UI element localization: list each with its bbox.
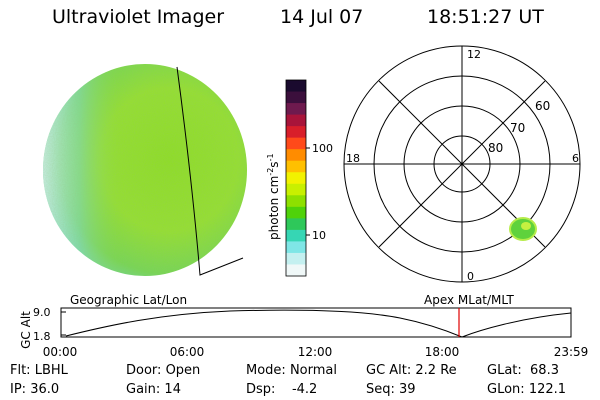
observation-date: 14 Jul 07 (280, 6, 364, 28)
observation-time: 18:51:27 UT (427, 6, 544, 28)
meta-seq: Seq: 39 (366, 382, 416, 397)
timeline-panel: Geographic Lat/Lon Apex MLat/MLT GC Alt … (19, 293, 588, 359)
colorbar-cell (286, 218, 306, 231)
colorbar-cell (286, 126, 306, 139)
colorbar: 100 10 photon cm-2s-1 (266, 79, 333, 277)
colorbar-cell (286, 91, 306, 104)
colorbar-cell (286, 252, 306, 265)
mlat-label-70: 70 (510, 121, 525, 135)
timeline-x-tick-4: 23:59 (554, 345, 589, 359)
mlat-label-60: 60 (535, 99, 550, 113)
terminator-line (176, 66, 244, 276)
meta-ip: IP: 36.0 (10, 382, 60, 397)
polar-plot (343, 45, 581, 283)
meta-dsp: Dsp: -4.2 (246, 382, 318, 397)
timeline-left-title: Geographic Lat/Lon (70, 293, 187, 307)
timeline-y-tick-bottom: 1.8 (33, 330, 51, 343)
imager-title: Ultraviolet Imager (52, 6, 225, 28)
colorbar-cell (286, 149, 306, 162)
mlat-label-80: 80 (488, 141, 503, 155)
timeline-y-tick-top: 9.0 (33, 306, 51, 319)
meta-mode: Mode: Normal (246, 363, 337, 378)
colorbar-cell (286, 195, 306, 208)
mlt-label-0: 0 (467, 270, 474, 283)
timeline-x-tick-3: 18:00 (425, 345, 460, 359)
mlt-label-12: 12 (467, 48, 481, 61)
colorbar-cell (286, 103, 306, 116)
colorbar-cell (286, 229, 306, 242)
colorbar-cell (286, 160, 306, 173)
meta-gcalt: GC Alt: 2.2 Re (366, 363, 457, 378)
mlt-label-18: 18 (346, 152, 360, 165)
colorbar-unit-label: photon cm-2s-1 (266, 153, 281, 240)
altitude-curve (65, 309, 572, 338)
earth-image (43, 64, 247, 276)
timeline-right-title: Apex MLat/MLT (424, 293, 514, 307)
timeline-x-tick-2: 12:00 (298, 345, 333, 359)
colorbar-cell (286, 137, 306, 150)
meta-flt: Flt: LBHL (10, 363, 68, 378)
colorbar-tick-100: 100 (312, 142, 333, 155)
colorbar-cell (286, 80, 306, 93)
colorbar-cell (286, 114, 306, 127)
meta-glon: GLon: 122.1 (487, 382, 567, 397)
meta-door: Door: Open (126, 363, 201, 378)
colorbar-cell (286, 206, 306, 219)
mlt-label-6: 6 (572, 152, 579, 165)
colorbar-cell (286, 264, 306, 277)
meta-glat: GLat: 68.3 (487, 363, 559, 378)
colorbar-tick-10: 10 (312, 229, 326, 242)
colorbar-cell (286, 241, 306, 254)
timeline-y-label: GC Alt (19, 311, 33, 349)
timeline-x-tick-1: 06:00 (170, 345, 205, 359)
colorbar-cell (286, 172, 306, 185)
colorbar-cell (286, 183, 306, 196)
timeline-x-tick-0: 00:00 (43, 345, 78, 359)
meta-gain: Gain: 14 (126, 382, 181, 397)
